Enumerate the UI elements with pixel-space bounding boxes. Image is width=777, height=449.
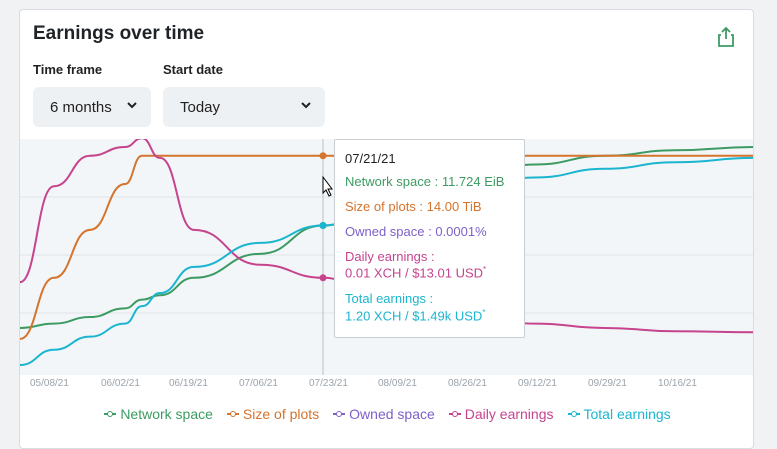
x-tick-label: 05/08/21 xyxy=(30,378,69,389)
x-tick-label: 10/16/21 xyxy=(658,378,697,389)
series-line-total-earnings xyxy=(20,156,753,366)
timeframe-value: 6 months xyxy=(50,98,112,116)
legend-owned-space[interactable]: Owned space xyxy=(333,406,435,422)
timeframe-label: Time frame xyxy=(33,62,103,77)
x-tick-label: 09/12/21 xyxy=(518,378,557,389)
share-icon[interactable] xyxy=(716,26,736,48)
start-date-select[interactable]: Today xyxy=(163,87,325,127)
timeframe-select[interactable]: 6 months xyxy=(33,87,151,127)
x-tick-label: 07/23/21 xyxy=(309,378,348,389)
x-tick-label: 06/19/21 xyxy=(169,378,208,389)
x-tick-label: 09/29/21 xyxy=(588,378,627,389)
tooltip-size-of-plots: Size of plots : 14.00 TiB xyxy=(345,198,482,214)
hover-point-daily-earnings xyxy=(319,274,327,282)
chevron-down-icon xyxy=(127,102,137,109)
chevron-down-icon xyxy=(301,102,311,109)
start-date-label: Start date xyxy=(163,62,223,77)
tooltip-total-earnings-value: 1.20 XCH / $1.49k USD* xyxy=(345,307,486,323)
series-line-daily-earnings xyxy=(20,137,753,334)
start-date-value: Today xyxy=(180,98,221,116)
hover-points xyxy=(319,152,327,282)
x-tick-label: 08/09/21 xyxy=(378,378,417,389)
chart-legend: Network space Size of plots Owned space … xyxy=(20,406,753,422)
card-title: Earnings over time xyxy=(33,23,205,44)
x-tick-label: 06/02/21 xyxy=(101,378,140,389)
x-tick-label: 07/06/21 xyxy=(239,378,278,389)
tooltip-owned-space: Owned space : 0.0001% xyxy=(345,223,487,239)
tooltip-network-space: Network space : 11.724 EiB xyxy=(345,173,505,189)
x-tick-label: 08/26/21 xyxy=(448,378,487,389)
hover-point-total-earnings xyxy=(319,221,327,229)
mouse-cursor-icon xyxy=(322,175,333,197)
tooltip-date: 07/21/21 xyxy=(345,151,396,166)
legend-size-of-plots[interactable]: Size of plots xyxy=(226,406,319,422)
earnings-card: Earnings over time Time frame Start date… xyxy=(19,9,754,449)
legend-daily-earnings[interactable]: Daily earnings xyxy=(448,406,554,422)
tooltip-total-earnings-label: Total earnings : xyxy=(345,290,434,306)
tooltip-daily-earnings-value: 0.01 XCH / $13.01 USD* xyxy=(345,265,487,281)
legend-network-space[interactable]: Network space xyxy=(104,406,213,422)
legend-total-earnings[interactable]: Total earnings xyxy=(567,406,671,422)
hover-point-size-of-plots xyxy=(319,152,327,160)
hover-tooltip: 07/21/21 Network space : 11.724 EiB Size… xyxy=(334,139,525,338)
series-line-size-of-plots xyxy=(20,154,753,340)
chart-lines xyxy=(20,137,753,366)
tooltip-daily-earnings-label: Daily earnings : xyxy=(345,248,435,264)
